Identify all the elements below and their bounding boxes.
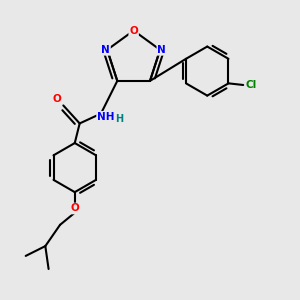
Text: O: O [70,203,79,214]
Text: N: N [101,45,110,55]
Text: N: N [158,45,166,55]
Text: O: O [129,26,138,36]
Text: H: H [115,115,123,124]
Text: O: O [52,94,61,104]
Text: Cl: Cl [246,80,257,90]
Text: NH: NH [97,112,115,122]
